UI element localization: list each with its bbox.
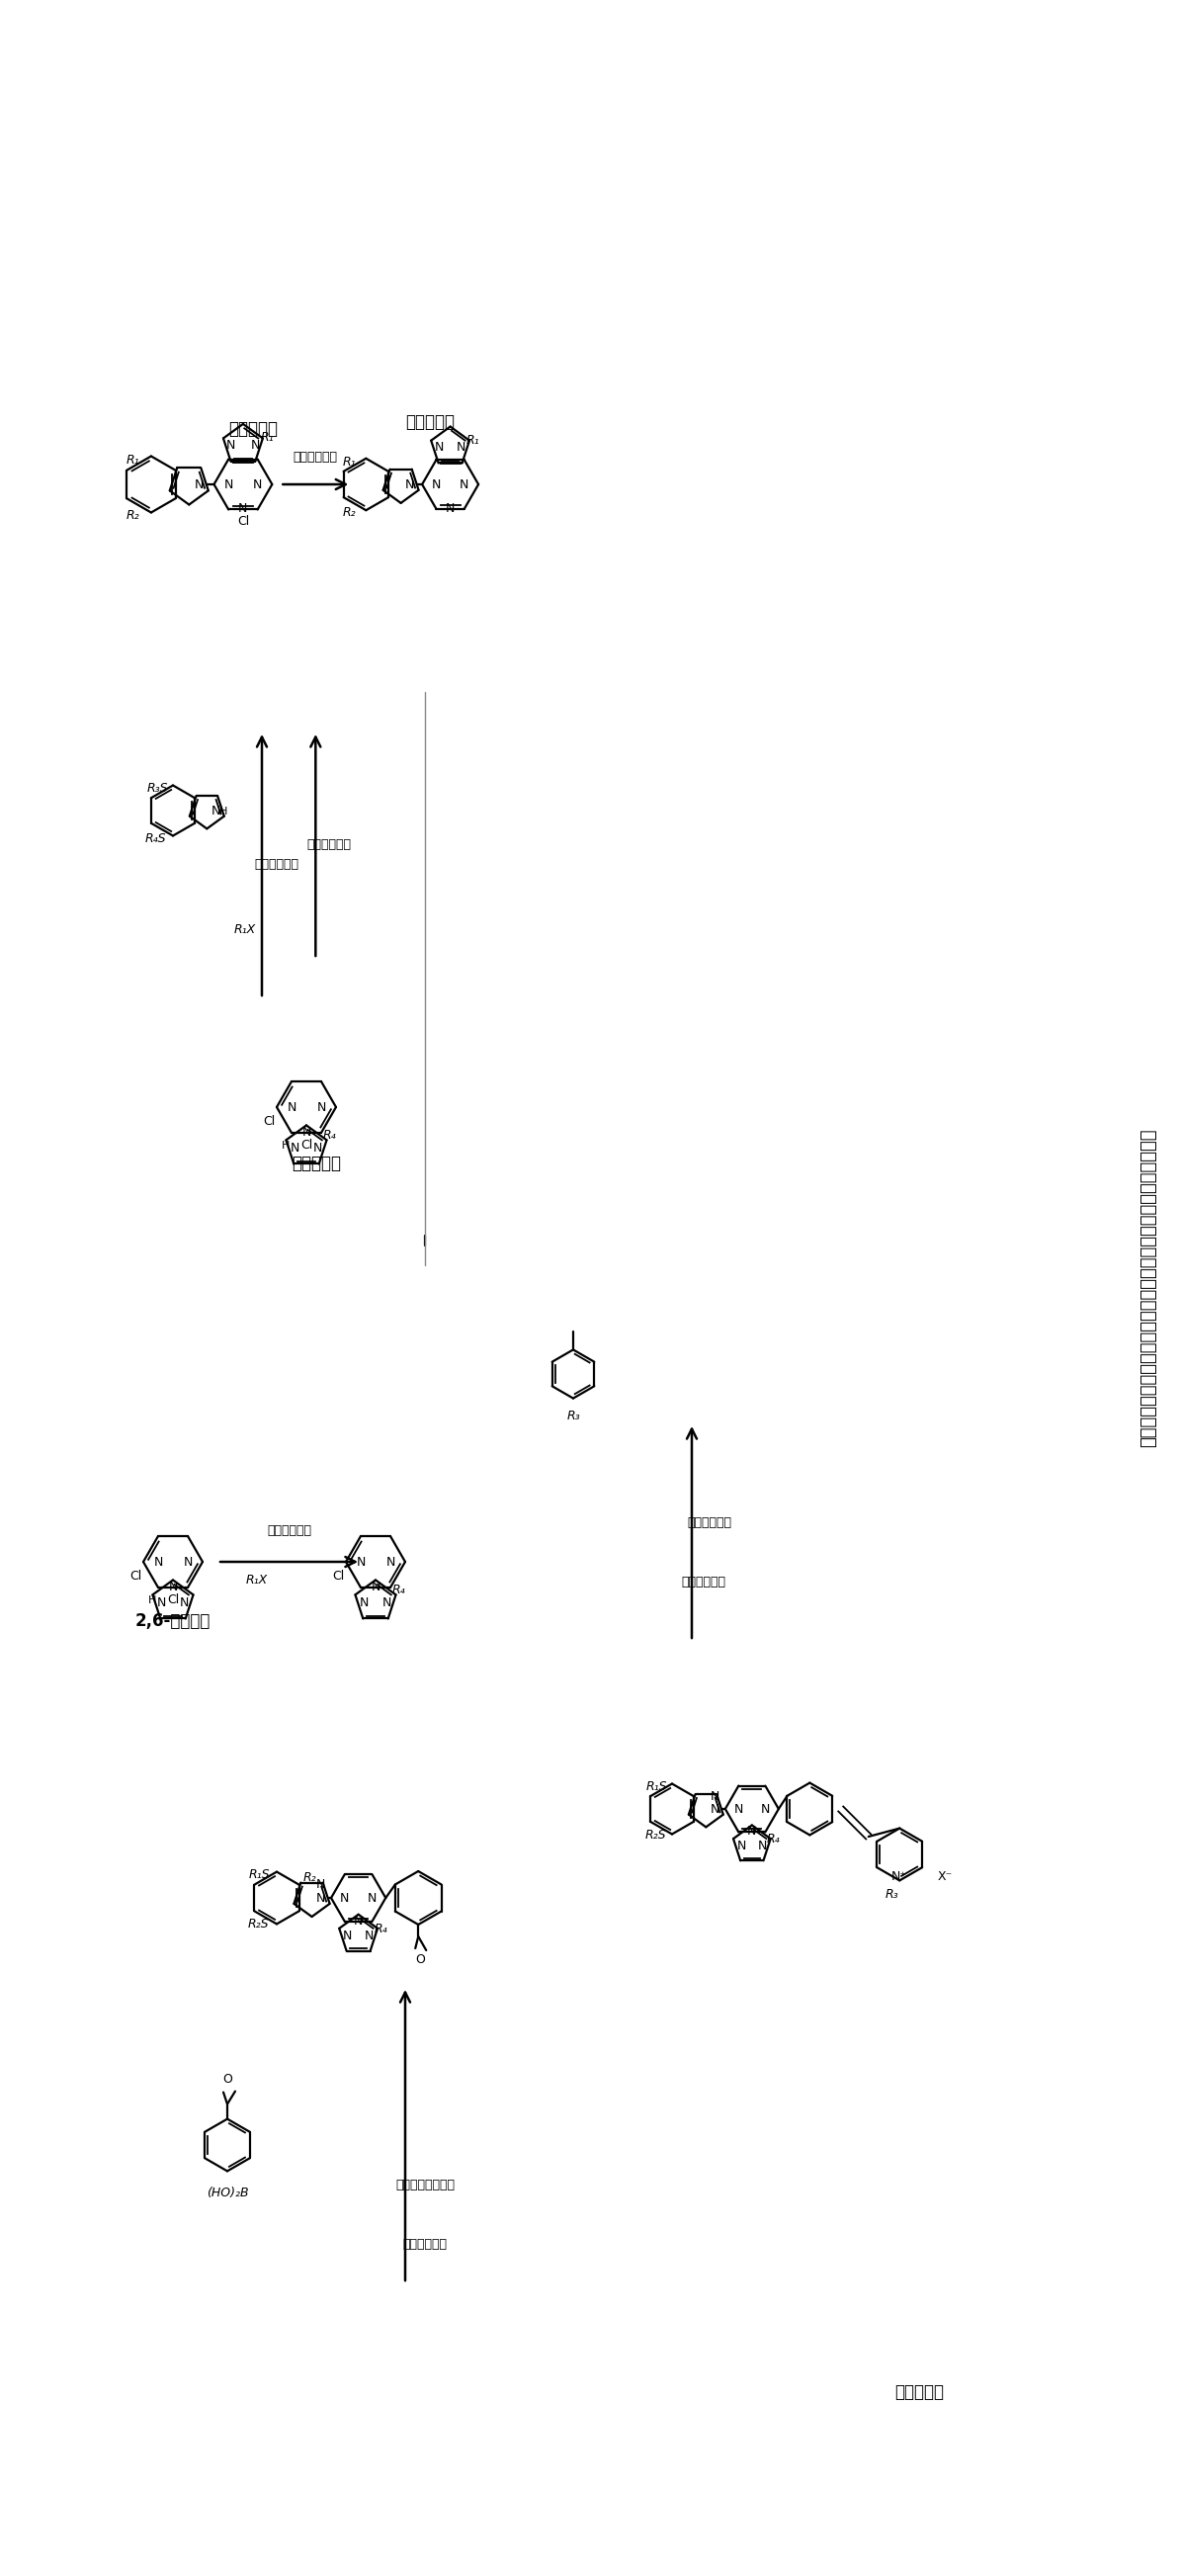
Text: N: N xyxy=(180,1597,189,1610)
Text: 第三中间体: 第三中间体 xyxy=(406,415,455,430)
Text: R₂: R₂ xyxy=(304,1870,317,1883)
Text: N: N xyxy=(431,479,441,492)
Text: 碱，有机溶剂: 碱，有机溶剂 xyxy=(267,1525,312,1538)
Text: 碱，有机溶剂: 碱，有机溶剂 xyxy=(254,858,299,871)
Text: N: N xyxy=(250,440,260,453)
Text: N: N xyxy=(227,440,236,453)
Text: R₁S: R₁S xyxy=(646,1780,667,1793)
Text: N: N xyxy=(194,479,203,492)
Text: R₃: R₃ xyxy=(885,1888,899,1901)
Text: 碱，有机溶剂: 碱，有机溶剂 xyxy=(687,1515,732,1528)
Text: 碱，有机溶剂: 碱，有机溶剂 xyxy=(403,2239,448,2251)
Text: N: N xyxy=(154,1556,163,1569)
Text: N: N xyxy=(239,502,248,515)
Text: N: N xyxy=(733,1803,743,1816)
Text: N: N xyxy=(758,1839,768,1852)
Text: N: N xyxy=(435,440,444,453)
Text: N: N xyxy=(357,1556,365,1569)
Text: R₄S: R₄S xyxy=(145,832,167,845)
Text: R₄: R₄ xyxy=(392,1584,406,1597)
Text: N: N xyxy=(340,1891,350,1904)
Text: N: N xyxy=(211,806,221,819)
Text: 2,6-二氯嘌呤: 2,6-二氯嘌呤 xyxy=(135,1613,210,1631)
Text: N: N xyxy=(224,479,233,492)
Text: N: N xyxy=(313,1141,322,1154)
Text: 催化剂，混合溶剂: 催化剂，混合溶剂 xyxy=(396,2179,455,2192)
Text: R₂S: R₂S xyxy=(248,1917,269,1929)
Text: O: O xyxy=(222,2074,233,2087)
Text: R₃S: R₃S xyxy=(148,781,169,793)
Text: R₁: R₁ xyxy=(126,453,139,466)
Text: N⁺: N⁺ xyxy=(892,1870,907,1883)
Text: 碱，有机溶剂: 碱，有机溶剂 xyxy=(681,1574,726,1587)
Text: R₄: R₄ xyxy=(766,1832,781,1844)
Text: N: N xyxy=(317,1891,326,1904)
Text: N: N xyxy=(365,1929,374,1942)
Text: N: N xyxy=(301,1126,311,1139)
Text: 第一中间体: 第一中间体 xyxy=(292,1154,341,1172)
Text: N: N xyxy=(386,1556,394,1569)
Text: X⁻: X⁻ xyxy=(938,1870,953,1883)
Text: 第二中间体: 第二中间体 xyxy=(228,420,278,438)
Text: 第三中间体: 第三中间体 xyxy=(894,2383,944,2401)
Text: Cl: Cl xyxy=(130,1571,142,1584)
Text: N: N xyxy=(405,479,415,492)
Text: N: N xyxy=(354,1914,363,1927)
Text: R₂: R₂ xyxy=(342,507,355,520)
Text: N: N xyxy=(342,1929,352,1942)
Text: N: N xyxy=(317,1100,326,1113)
Text: N: N xyxy=(317,1878,326,1891)
Text: 碱，有机溶剂: 碱，有机溶剂 xyxy=(307,840,352,853)
Text: R₁S: R₁S xyxy=(249,1868,270,1880)
Text: N: N xyxy=(737,1839,746,1852)
Text: N: N xyxy=(291,1141,299,1154)
Text: R₁X: R₁X xyxy=(246,1574,268,1587)
Text: N: N xyxy=(710,1803,719,1816)
Text: R₁: R₁ xyxy=(342,456,355,469)
Text: R₁: R₁ xyxy=(465,435,479,448)
Text: N: N xyxy=(157,1597,165,1610)
Text: N: N xyxy=(169,1582,177,1595)
Text: N: N xyxy=(459,479,469,492)
Text: N: N xyxy=(371,1582,380,1595)
Text: N: N xyxy=(748,1826,757,1839)
Text: H: H xyxy=(218,806,227,817)
Text: O: O xyxy=(416,1953,425,1965)
Text: N: N xyxy=(445,502,455,515)
Text: R₂S: R₂S xyxy=(645,1829,666,1842)
Text: R₂: R₂ xyxy=(126,510,139,523)
Text: Cl: Cl xyxy=(332,1571,345,1584)
Text: N: N xyxy=(761,1803,770,1816)
Text: Cl: Cl xyxy=(263,1115,275,1128)
Text: N: N xyxy=(383,1597,392,1610)
Text: R₄: R₄ xyxy=(374,1922,387,1935)
Text: (HO)₂B: (HO)₂B xyxy=(207,2187,248,2200)
Text: 碱，有机溶剂: 碱，有机溶剂 xyxy=(293,451,338,464)
Text: 基于嘌呤骨架的聚集诱导型细胞膜靶向染色试剂及其制备方法和应用: 基于嘌呤骨架的聚集诱导型细胞膜靶向染色试剂及其制备方法和应用 xyxy=(1140,1128,1157,1448)
Text: N: N xyxy=(710,1790,719,1803)
Text: N: N xyxy=(183,1556,193,1569)
Text: R₄: R₄ xyxy=(324,1128,337,1141)
Text: Cl: Cl xyxy=(300,1139,313,1151)
Text: N: N xyxy=(359,1597,368,1610)
Text: Cl: Cl xyxy=(237,515,249,528)
Text: N: N xyxy=(367,1891,377,1904)
Text: N: N xyxy=(253,479,262,492)
Text: H: H xyxy=(282,1141,291,1151)
Text: N: N xyxy=(287,1100,296,1113)
Text: R₃: R₃ xyxy=(567,1409,580,1422)
Text: R₁: R₁ xyxy=(260,430,274,443)
Text: Cl: Cl xyxy=(167,1595,180,1607)
Text: R₁X: R₁X xyxy=(234,922,256,935)
Text: N: N xyxy=(457,440,466,453)
Text: H: H xyxy=(149,1595,157,1605)
